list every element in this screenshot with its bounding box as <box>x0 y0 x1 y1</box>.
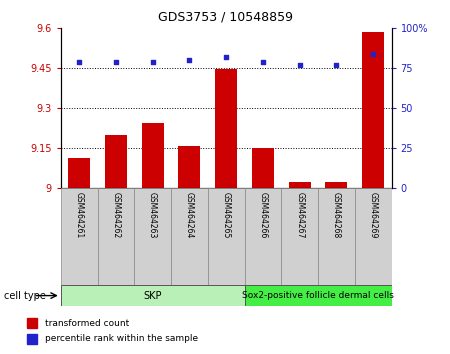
Point <box>296 62 303 68</box>
Text: GSM464262: GSM464262 <box>112 193 121 239</box>
Bar <box>355 188 392 285</box>
Bar <box>27 334 37 344</box>
Bar <box>362 32 384 188</box>
Bar <box>281 188 318 285</box>
Bar <box>178 147 200 188</box>
Bar <box>318 188 355 285</box>
Point <box>369 51 377 57</box>
Text: cell type: cell type <box>4 291 46 301</box>
Bar <box>27 318 37 328</box>
Bar <box>61 188 98 285</box>
Text: transformed count: transformed count <box>45 319 129 327</box>
Point <box>149 59 156 65</box>
Bar <box>98 188 134 285</box>
Bar <box>325 182 347 188</box>
Point <box>186 57 193 63</box>
Bar <box>61 285 244 306</box>
Bar <box>171 188 208 285</box>
Text: Sox2-positive follicle dermal cells: Sox2-positive follicle dermal cells <box>242 291 394 300</box>
Text: GSM464269: GSM464269 <box>369 193 378 239</box>
Bar <box>244 188 281 285</box>
Point <box>112 59 120 65</box>
Point <box>333 62 340 68</box>
Point <box>76 59 83 65</box>
Point <box>222 54 230 60</box>
Text: GSM464261: GSM464261 <box>75 193 84 239</box>
Text: GDS3753 / 10548859: GDS3753 / 10548859 <box>158 11 292 24</box>
Text: GSM464267: GSM464267 <box>295 193 304 239</box>
Bar <box>288 182 310 188</box>
Point <box>259 59 266 65</box>
Text: GSM464268: GSM464268 <box>332 193 341 239</box>
Text: GSM464266: GSM464266 <box>258 193 267 239</box>
Bar <box>215 69 237 188</box>
Text: SKP: SKP <box>144 291 162 301</box>
Text: percentile rank within the sample: percentile rank within the sample <box>45 335 198 343</box>
Bar <box>105 135 127 188</box>
Text: GSM464265: GSM464265 <box>221 193 230 239</box>
Bar <box>252 148 274 188</box>
Bar <box>244 285 392 306</box>
Bar <box>68 159 90 188</box>
Text: GSM464264: GSM464264 <box>185 193 194 239</box>
Bar <box>142 122 164 188</box>
Text: GSM464263: GSM464263 <box>148 193 157 239</box>
Bar <box>134 188 171 285</box>
Bar <box>208 188 244 285</box>
